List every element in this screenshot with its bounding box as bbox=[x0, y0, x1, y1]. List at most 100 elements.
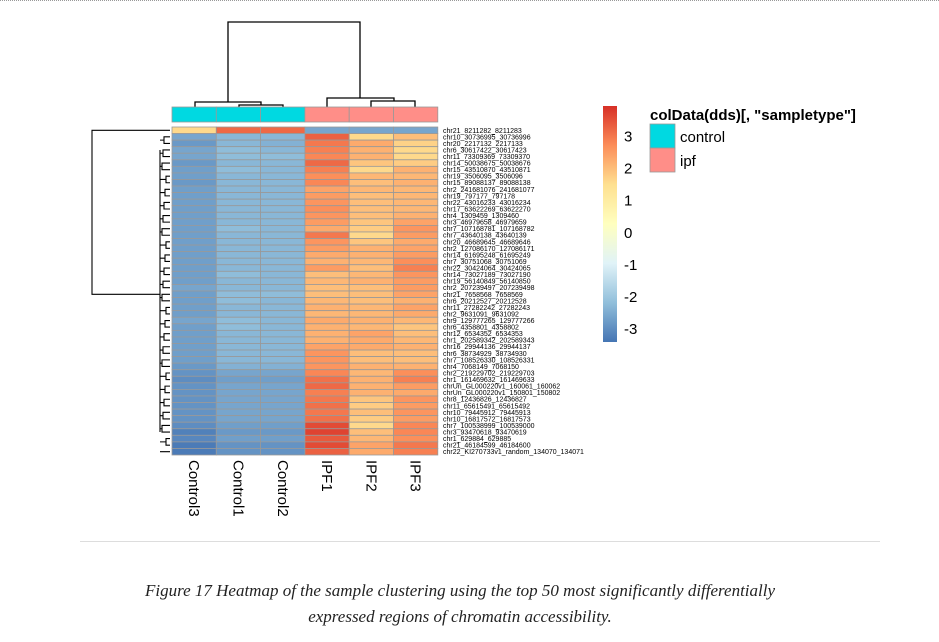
heatmap-cell bbox=[260, 238, 306, 246]
heatmap-cell bbox=[260, 428, 306, 436]
heatmap-cell bbox=[260, 415, 306, 423]
heatmap-cell bbox=[171, 218, 217, 226]
heatmap-cell bbox=[304, 231, 350, 239]
heatmap-cell bbox=[348, 185, 394, 193]
heatmap-cell bbox=[393, 303, 439, 312]
heatmap-cell bbox=[348, 310, 394, 318]
heatmap-cell bbox=[393, 428, 439, 436]
heatmap-cell bbox=[171, 441, 217, 449]
heatmap-cell bbox=[260, 448, 306, 456]
figure-caption: Figure 17 Heatmap of the sample clusteri… bbox=[60, 578, 860, 630]
heatmap-cell bbox=[304, 336, 350, 344]
heatmap-cell bbox=[171, 179, 217, 187]
heatmap-cell bbox=[393, 382, 439, 390]
heatmap-cell bbox=[393, 356, 439, 364]
heatmap-cell bbox=[393, 133, 439, 141]
heatmap-cell bbox=[393, 375, 439, 384]
row-label: chr22_30424064_30424065 bbox=[443, 266, 531, 273]
heatmap-cell bbox=[215, 388, 262, 397]
row-dendro-branch bbox=[160, 267, 170, 276]
heatmap-cell bbox=[260, 421, 306, 430]
heatmap-cell bbox=[260, 349, 306, 358]
colorbar: 3 2 1 0 -1 -2 -3 bbox=[603, 106, 637, 342]
heatmap-cell bbox=[348, 349, 394, 358]
heatmap-cell bbox=[348, 152, 394, 161]
heatmap-cell bbox=[304, 270, 350, 279]
heatmap-cell bbox=[260, 172, 306, 180]
row-dendro-branch bbox=[160, 149, 170, 158]
heatmap-cell bbox=[393, 402, 439, 410]
heatmap-cell bbox=[348, 362, 394, 371]
separator-line bbox=[80, 541, 880, 542]
heatmap-cell bbox=[393, 218, 439, 226]
row-label: chr21_8211282_8211283 bbox=[443, 128, 522, 135]
heatmap-cell bbox=[393, 290, 439, 298]
heatmap-cell bbox=[348, 205, 394, 213]
heatmap-cell bbox=[348, 179, 394, 187]
caption-line-1: Figure 17 Heatmap of the sample clusteri… bbox=[144, 581, 776, 600]
heatmap-cell bbox=[260, 211, 306, 220]
row-label: chr11_65615491_65615492 bbox=[443, 403, 530, 410]
heatmap-cell bbox=[171, 238, 217, 246]
heatmap-cell bbox=[215, 441, 262, 449]
heatmap-cell bbox=[171, 382, 217, 390]
heatmap-cell bbox=[260, 244, 306, 253]
heatmap-cell bbox=[260, 133, 306, 141]
heatmap-cell bbox=[260, 343, 306, 351]
heatmap-cell bbox=[304, 388, 350, 397]
heatmap-cell bbox=[393, 343, 439, 351]
heatmap-cell bbox=[348, 303, 394, 312]
heatmap-cell bbox=[304, 349, 350, 358]
heatmap-cell bbox=[304, 126, 350, 134]
row-label: chr4_1309459_1309460 bbox=[443, 213, 519, 220]
heatmap-cell bbox=[215, 336, 262, 344]
heatmap-cell bbox=[171, 402, 217, 410]
row-label: chr8_12436826_12436827 bbox=[443, 397, 527, 404]
heatmap-cell bbox=[348, 133, 394, 141]
row-label: chr21_46184599_46184600 bbox=[443, 443, 531, 450]
heatmap-cell bbox=[215, 290, 262, 298]
row-dendro-branch bbox=[160, 175, 170, 184]
legend-swatch-control bbox=[649, 123, 676, 149]
row-label: chr22_KI270733v1_random_134070_134071 bbox=[443, 449, 584, 456]
heatmap-cell bbox=[171, 192, 217, 200]
heatmap-cell bbox=[393, 172, 439, 180]
heatmap-cell bbox=[260, 369, 306, 377]
heatmap-cell bbox=[215, 428, 262, 436]
heatmap-cell bbox=[260, 336, 306, 344]
row-dendro-branch bbox=[160, 201, 170, 210]
col-dendro-root bbox=[227, 21, 361, 102]
heatmap-cell bbox=[171, 152, 217, 161]
colorbar-gradient bbox=[603, 106, 617, 342]
heatmap-cell bbox=[260, 402, 306, 410]
row-label: chr3_93470618_93470619 bbox=[443, 430, 527, 437]
heatmap-cell bbox=[260, 434, 306, 443]
heatmap-cell bbox=[348, 323, 394, 331]
heatmap-cell bbox=[171, 375, 217, 384]
heatmap-cell bbox=[215, 238, 262, 246]
heatmap-cell bbox=[215, 179, 262, 187]
heatmap-cell bbox=[171, 224, 217, 233]
heatmap-cell bbox=[260, 192, 306, 200]
heatmap-cell bbox=[171, 172, 217, 180]
heatmap-figure: chr21_8211282_8211283chr10_30736995_3073… bbox=[91, 21, 856, 517]
column-annotation-bar bbox=[171, 106, 439, 123]
heatmap-cell bbox=[393, 270, 439, 279]
heatmap-cell bbox=[304, 133, 350, 141]
row-label: chr2_207239497_207239498 bbox=[443, 285, 535, 292]
heatmap-cell bbox=[215, 356, 262, 364]
heatmap-cell bbox=[171, 165, 217, 174]
heatmap-cell bbox=[393, 395, 439, 403]
heatmap-cell bbox=[260, 329, 306, 338]
heatmap-cell bbox=[215, 133, 262, 141]
heatmap-cell bbox=[171, 284, 217, 292]
caption-line-2: expressed regions of chromatin accessibi… bbox=[308, 607, 612, 626]
annotation-cell-ipf bbox=[348, 106, 394, 123]
heatmap-cell bbox=[304, 284, 350, 292]
heatmap-cell bbox=[393, 388, 439, 397]
heatmap-cell bbox=[215, 402, 262, 410]
heatmap-cell bbox=[171, 185, 217, 193]
row-dendro-branch bbox=[160, 346, 170, 354]
heatmap-cell bbox=[215, 277, 262, 285]
row-label: chr14_61695248_61695249 bbox=[443, 252, 531, 259]
